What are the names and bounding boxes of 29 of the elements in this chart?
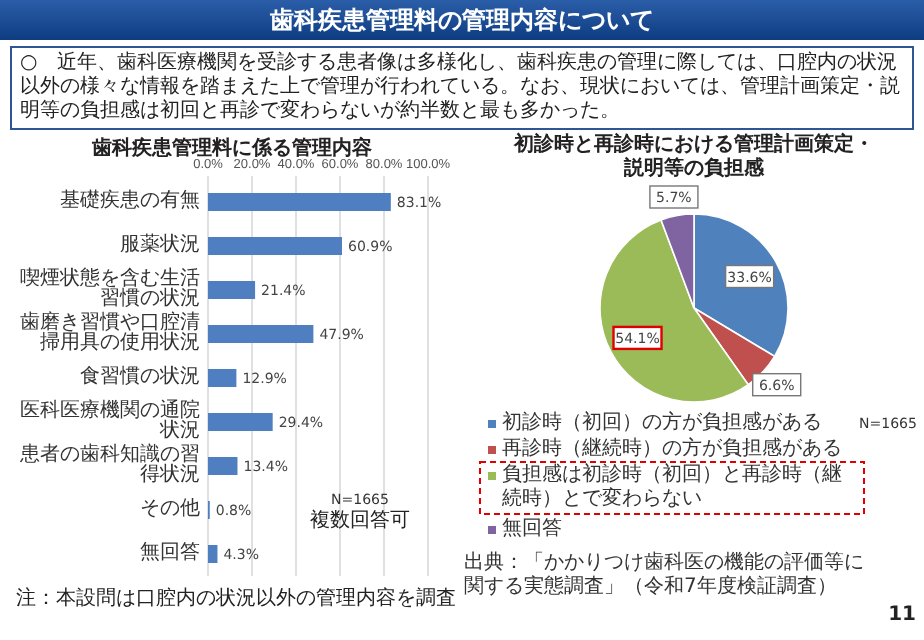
legend-label: 無回答 [502, 518, 564, 542]
y-tick-label: 歯磨き習慣や口腔清掃用具の使用状況 [18, 311, 200, 356]
text: ○ 近年、歯科医療機関を受診する患者像は多様化し、歯科疾患の管理に際しては、口腔内の状況以外の様々な情報を踏まえた上で管理が行われている。なお、現状においては、管理計画策定・説明等の負担感は初回と再診で変わらないが約半数と最も多かった。 [10, 46, 914, 130]
legend-label: 負担感は初診時（初回）と再診時（継続時）とで変わらない [502, 464, 844, 512]
text: 歯科疾患管理料の管理内容について [0, 0, 924, 40]
bar [208, 369, 237, 387]
bar [208, 281, 256, 299]
y-tick-label: 喫煙状態を含む生活習慣の状況 [18, 267, 200, 311]
legend-label: 初診時（初回）の方が負担感がある [502, 412, 824, 436]
bar [208, 413, 273, 431]
y-tick-label: 服薬状況 [118, 231, 200, 260]
y-tick-label: 基礎疾患の有無 [58, 187, 200, 216]
bar [208, 193, 391, 211]
y-tick-label: 医科医療機関の通院状況 [18, 399, 200, 443]
bar [208, 545, 218, 563]
y-tick-label: その他 [138, 495, 200, 524]
text: 11 [886, 604, 916, 626]
chart-title: 歯科疾患管理料に係る管理内容 [92, 138, 372, 160]
annotation: 複数回答可 [310, 510, 410, 532]
legend-label: 再診時（継続時）の方が負担感がある [502, 438, 844, 462]
source-note: 出典：「かかりつけ歯科医の機能の評価等に関する実態調査」（令和7年度検証調査） [464, 552, 866, 600]
text: 注：本設問は口腔内の状況以外の管理内容を調査 [14, 588, 458, 610]
bar [208, 237, 342, 255]
bar [208, 325, 314, 343]
chart-title: 初診時と再診時における管理計画策定・説明等の負担感 [514, 134, 874, 182]
y-tick-label: 食習慣の状況 [78, 363, 200, 392]
bar [208, 457, 238, 475]
y-tick-label: 無回答 [138, 539, 200, 568]
y-tick-label: 患者の歯科知識の習得状況 [18, 443, 200, 488]
